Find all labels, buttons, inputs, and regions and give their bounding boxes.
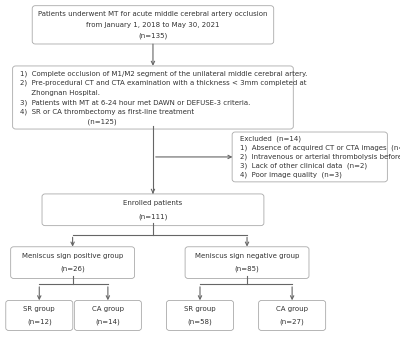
FancyBboxPatch shape: [6, 301, 73, 331]
FancyBboxPatch shape: [185, 247, 309, 278]
Text: Excluded  (n=14): Excluded (n=14): [240, 136, 301, 142]
Text: 3)  Lack of other clinical data  (n=2): 3) Lack of other clinical data (n=2): [240, 163, 367, 169]
Text: (n=14): (n=14): [96, 318, 120, 325]
Text: Meniscus sign negative group: Meniscus sign negative group: [195, 253, 299, 259]
Text: CA group: CA group: [92, 306, 124, 312]
FancyBboxPatch shape: [11, 247, 134, 278]
Text: 3)  Patients with MT at 6-24 hour met DAWN or DEFUSE-3 criteria.: 3) Patients with MT at 6-24 hour met DAW…: [20, 99, 251, 105]
Text: (n=12): (n=12): [27, 318, 52, 325]
Text: (n=27): (n=27): [280, 318, 304, 325]
Text: 2)  Intravenous or arterial thrombolysis before MT  (n=7): 2) Intravenous or arterial thrombolysis …: [240, 154, 400, 160]
FancyBboxPatch shape: [13, 66, 293, 129]
Text: Patients underwent MT for acute middle cerebral artery occlusion: Patients underwent MT for acute middle c…: [38, 11, 268, 17]
FancyBboxPatch shape: [259, 301, 326, 331]
FancyBboxPatch shape: [166, 301, 234, 331]
Text: Zhongnan Hospital.: Zhongnan Hospital.: [20, 90, 100, 96]
Text: SR group: SR group: [184, 306, 216, 312]
Text: from January 1, 2018 to May 30, 2021: from January 1, 2018 to May 30, 2021: [86, 22, 220, 28]
FancyBboxPatch shape: [74, 301, 141, 331]
Text: 1)  Complete occlusion of M1/M2 segment of the unilateral middle cerebral artery: 1) Complete occlusion of M1/M2 segment o…: [20, 70, 308, 76]
Text: CA group: CA group: [276, 306, 308, 312]
Text: SR group: SR group: [24, 306, 55, 312]
Text: (n=26): (n=26): [60, 266, 85, 273]
Text: (n=58): (n=58): [188, 318, 212, 325]
Text: Enrolled patients: Enrolled patients: [123, 200, 182, 206]
Text: 4)  Poor image quality  (n=3): 4) Poor image quality (n=3): [240, 172, 342, 178]
Text: (n=135): (n=135): [138, 33, 168, 39]
Text: (n=111): (n=111): [138, 213, 168, 220]
FancyBboxPatch shape: [232, 132, 387, 182]
FancyBboxPatch shape: [32, 6, 274, 44]
Text: (n=125): (n=125): [20, 118, 117, 125]
Text: Meniscus sign positive group: Meniscus sign positive group: [22, 253, 123, 259]
Text: (n=85): (n=85): [235, 266, 260, 273]
Text: 2)  Pre-procedural CT and CTA examination with a thickness < 3mm completed at: 2) Pre-procedural CT and CTA examination…: [20, 80, 307, 86]
Text: 4)  SR or CA thrombectomy as first-line treatment: 4) SR or CA thrombectomy as first-line t…: [20, 109, 194, 115]
FancyBboxPatch shape: [42, 194, 264, 226]
Text: 1)  Absence of acquired CT or CTA images  (n=2): 1) Absence of acquired CT or CTA images …: [240, 145, 400, 151]
